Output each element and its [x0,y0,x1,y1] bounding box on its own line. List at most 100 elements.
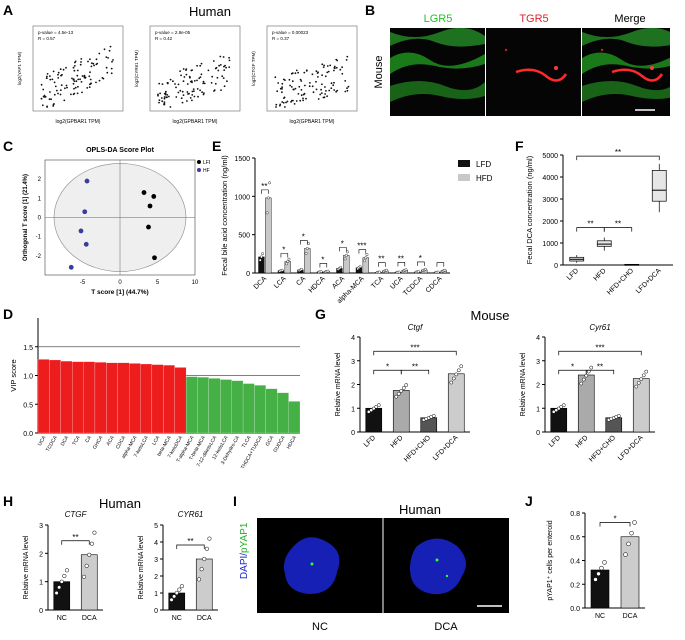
panel-a-point [77,85,79,88]
panel-a-point [282,101,285,104]
panel-a-point [225,66,228,69]
panel-letter-j: J [525,493,533,509]
panel-a-point [191,69,194,71]
panel-e-dot [365,253,369,257]
panel-a-point [223,85,226,88]
panel-a-point [76,69,79,72]
panel-a-stats-r: R = 0.42 [155,36,173,41]
panel-a-point [185,73,188,76]
panel-a-point [288,78,291,81]
panel-a-point [203,92,205,94]
panel-c-point-hfd [78,228,84,234]
panel-b-label: LGR5 [424,13,453,25]
panel-a-point [175,96,178,98]
panel-e-dot [443,268,447,272]
panel-a-stats-p: p-value = 0.00023 [272,30,309,35]
panel-a-point [111,60,113,63]
panel-g-ytick: 2 [536,383,540,390]
panel-a-point [83,74,86,77]
panel-e-dot [305,247,309,250]
panel-h-xtick: DCA [82,615,97,622]
panel-d-bar [117,362,130,434]
panel-a-point [344,90,347,93]
panel-g-dot [459,364,464,369]
panel-d-ytick: 1.0 [23,374,33,381]
panel-a-plot-frame [149,25,241,112]
panel-a-point [274,76,277,79]
panel-a-point [180,97,183,100]
panel-a-point [216,76,219,79]
panel-e-dot [287,257,291,261]
panel-a-point [202,93,205,96]
panel-g-xtick: LFD [363,434,377,448]
panel-a-point [186,91,189,93]
panel-a-point [218,64,221,67]
panel-letter-f: F [515,138,524,154]
panel-e-sig: *** [357,242,366,251]
panel-d-bar [106,362,118,434]
panel-f-xtick: LFD [566,267,580,281]
panel-c-xtick: 10 [192,280,199,286]
panel-a-xlabel: log2(GPBAR1 TPM) [290,119,335,125]
panel-a-point [222,56,225,58]
panel-a-ylabel: log2(YAP1 TPM) [17,51,22,85]
panel-e-sig-bracket [280,253,289,258]
panel-a-point [294,87,297,90]
panel-f-ytick: 5000 [542,153,558,160]
panel-a-point [90,82,92,85]
panel-a-point [188,75,191,78]
panel-a-point [70,93,72,96]
panel-a-point [71,77,73,80]
panel-a-point [72,66,75,69]
panel-a-point [326,65,329,67]
panel-d-bar [254,385,266,434]
panel-c-point-hfd [84,178,90,184]
panel-g-dot [369,408,374,413]
panel-a-point [315,70,318,73]
panel-a-point [49,78,52,81]
panel-e-sig: * [282,246,285,255]
panel-g-ytick: 1 [351,406,355,413]
panel-a-point [319,93,322,96]
panel-h-dot [207,536,212,541]
panel-a-point [41,104,44,107]
panel-c-point-lfd [141,190,147,195]
panel-g-dot [554,408,559,413]
panel-b-green-tissue [390,81,485,102]
panel-a-point [169,106,172,108]
panel-a-point [95,63,98,66]
panel-a-point [295,100,298,102]
panel-c-point-lfd [151,194,157,199]
panel-e-dot [280,268,284,272]
panel-h-ytick: 5 [154,523,158,530]
panel-a-point [79,78,81,81]
panel-a-point [281,101,284,103]
panel-a-point [300,89,303,91]
panel-h-sig-bracket [61,540,90,545]
panel-h-sig-bracket [176,544,205,549]
panel-g-ytick: 3 [351,359,355,366]
panel-a-point [315,80,317,83]
panel-e-ytick: 0 [246,271,250,278]
panel-a-plot-frame [32,25,124,112]
panel-h-ytick: 1 [39,580,43,587]
panel-e-xtick: LCA [273,275,288,290]
panel-a-point [174,83,176,85]
panel-h-dot [199,567,204,572]
panel-e-sig-bracket [300,240,308,245]
panel-a-point [321,83,323,86]
panel-a-point [191,94,194,96]
panel-a-point [311,85,314,88]
panel-h-dot [54,590,59,596]
panel-e-xtick: HDCA [308,275,327,294]
panel-a-point [212,60,215,62]
panel-a-point [95,58,98,61]
panel-a-point [59,93,62,96]
panel-b-red-spot [554,66,558,70]
panel-a-point [321,74,323,77]
panel-a-ylabel: log2(CTGF TPM) [251,51,256,86]
panel-b-red-signal [611,68,664,82]
panel-a-point [88,86,91,88]
panel-e-dot [417,270,421,274]
